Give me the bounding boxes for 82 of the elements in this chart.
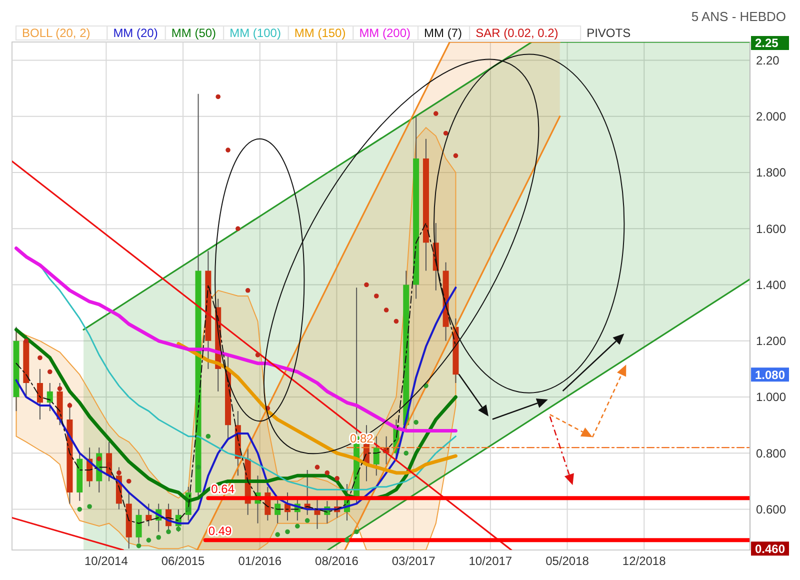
point — [334, 476, 340, 481]
chart-subtitle: 5 ANS - HEBDO — [691, 9, 786, 24]
point — [344, 538, 350, 543]
x-tick-label: 01/2016 — [238, 554, 282, 568]
point — [186, 506, 191, 512]
x-tick-label: 10/2017 — [468, 554, 512, 568]
point — [38, 355, 42, 360]
data-label: 0.49 — [208, 524, 232, 538]
y-tick-label: 1.000 — [756, 390, 786, 404]
y-tick-label: 0.800 — [756, 446, 786, 460]
y-tick-label: 1.400 — [756, 278, 786, 292]
candlestick — [36, 368, 43, 420]
candlestick — [146, 503, 152, 527]
line-series — [14, 246, 458, 432]
text: PIVOTS — [586, 26, 631, 40]
text: MM (100) — [230, 26, 281, 40]
point — [87, 504, 92, 509]
text: MM (20) — [113, 26, 158, 40]
point — [236, 226, 240, 232]
text: SAR (0.02, 0.2) — [476, 26, 558, 40]
y-tick-label: 2.20 — [756, 53, 780, 68]
point — [47, 369, 52, 374]
line-series — [176, 342, 458, 475]
point — [304, 518, 310, 523]
text: MM (7) — [424, 26, 462, 40]
y-tick-label: 0.600 — [756, 502, 786, 517]
point — [24, 338, 29, 344]
point — [364, 282, 369, 288]
point — [285, 529, 290, 534]
point — [106, 462, 112, 467]
y-tick-label: 2.000 — [756, 110, 786, 124]
annotation: 0.460 — [755, 542, 786, 556]
y-tick-label: 1.800 — [756, 166, 786, 180]
point — [453, 153, 458, 158]
candlestick — [106, 441, 112, 482]
point — [374, 294, 379, 298]
x-tick-label: 12/2018 — [622, 554, 666, 568]
x-tick-label: 06/2015 — [161, 554, 206, 568]
point — [57, 386, 62, 392]
point — [136, 543, 142, 548]
y-tick-label: 1.200 — [756, 334, 786, 348]
text: 2.25 — [755, 36, 779, 50]
point — [275, 532, 280, 537]
text: MM (200) — [359, 26, 411, 40]
point — [216, 94, 220, 100]
x-tick-label: 10/2014 — [84, 554, 128, 568]
candlestick — [373, 436, 380, 476]
candlestick — [136, 508, 142, 544]
point — [226, 148, 230, 152]
point — [314, 464, 320, 470]
point — [67, 403, 72, 408]
x-tick-label: 08/2016 — [315, 554, 359, 568]
x-tick-label: 05/2018 — [546, 554, 590, 568]
annotation: 1.080 — [755, 368, 786, 382]
point — [96, 456, 102, 462]
point — [433, 111, 438, 116]
x-tick-label: 03/2017 — [392, 554, 436, 568]
text: MM (50) — [171, 26, 216, 40]
point — [77, 506, 82, 512]
point — [156, 534, 162, 540]
point — [116, 470, 122, 476]
text: MM (150) — [294, 26, 346, 40]
point — [443, 130, 448, 136]
candlestick — [46, 382, 53, 412]
point — [384, 308, 389, 312]
point — [354, 529, 359, 534]
data-label: 0.82 — [350, 432, 374, 446]
point — [176, 526, 181, 532]
point — [245, 288, 250, 293]
y-tick-label: 1.600 — [756, 222, 786, 236]
point — [255, 352, 260, 358]
point — [196, 464, 201, 470]
point — [414, 420, 418, 425]
point — [146, 538, 152, 543]
point — [295, 524, 300, 529]
point — [166, 529, 171, 534]
point — [394, 318, 399, 324]
point — [324, 470, 330, 476]
point — [206, 434, 211, 439]
point — [404, 450, 409, 456]
point — [126, 478, 132, 484]
text: BOLL (20, 2) — [22, 26, 90, 40]
